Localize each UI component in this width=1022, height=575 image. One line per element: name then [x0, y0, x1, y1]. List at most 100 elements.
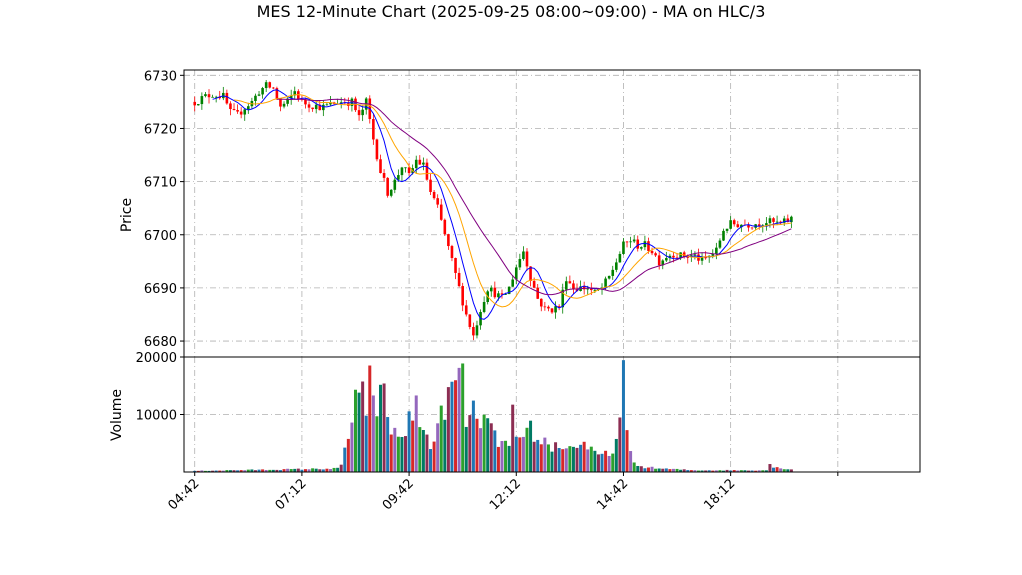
price-panel: 6680 6690 6700 6710 6720 6730 — [144, 69, 921, 358]
volume-bar — [629, 451, 633, 472]
volume-bar — [404, 436, 408, 472]
candle-body — [532, 280, 536, 288]
candle-body — [547, 306, 550, 309]
candle-body — [582, 286, 586, 290]
candle-body — [361, 109, 364, 116]
candle-body — [372, 119, 375, 140]
candle-body — [443, 219, 447, 235]
volume-bar — [200, 470, 204, 472]
candle-body — [418, 159, 422, 165]
candle-body — [282, 103, 286, 107]
candle-body — [643, 241, 647, 248]
volume-bar — [350, 422, 354, 472]
candle-body — [693, 254, 697, 256]
candle-body — [404, 167, 407, 169]
candle-body — [747, 224, 750, 228]
candle-body — [722, 230, 725, 241]
volume-bar — [725, 469, 729, 472]
candle-body — [657, 255, 661, 266]
candle-body — [536, 287, 540, 299]
volume-bar — [303, 469, 307, 472]
candle-body — [718, 240, 722, 248]
volume-bar — [532, 441, 536, 472]
volume-bar — [400, 436, 404, 472]
volume-bar — [518, 437, 522, 472]
x-tick-label: 12:12 — [487, 476, 524, 513]
volume-bar — [443, 419, 447, 472]
candle-body — [611, 269, 615, 276]
volume-bar — [711, 470, 715, 472]
volume-bar — [321, 469, 325, 472]
volume-bar — [457, 367, 461, 472]
volume-bar — [768, 464, 772, 472]
volume-bar — [454, 380, 458, 472]
candle-body — [629, 241, 632, 243]
volume-bar — [718, 470, 722, 472]
price-tick-label: 6680 — [144, 335, 177, 350]
candle-body — [382, 173, 386, 178]
candle-body — [357, 110, 361, 116]
volume-bar — [611, 453, 615, 472]
volume-bar — [250, 469, 254, 472]
price-tick-label: 6700 — [144, 229, 177, 244]
volume-bar — [571, 446, 575, 472]
volume-bar — [379, 384, 383, 472]
candle-body — [468, 314, 472, 327]
volume-tick-label: 20000 — [136, 351, 177, 366]
volume-bar — [479, 428, 483, 472]
volume-bar — [364, 415, 368, 472]
candle-body — [779, 221, 782, 223]
volume-bar — [539, 444, 543, 472]
volume-bar — [618, 417, 622, 472]
volume-bar — [772, 467, 776, 472]
volume-bar — [361, 381, 365, 472]
candle-body — [661, 260, 665, 266]
volume-bar — [357, 392, 361, 472]
candle-body — [304, 99, 307, 105]
price-tick-label: 6710 — [144, 176, 177, 191]
candle-body — [504, 294, 507, 295]
candle-body — [414, 159, 418, 169]
volume-bar — [646, 467, 650, 472]
volume-bar — [729, 470, 733, 472]
volume-bar — [704, 470, 708, 472]
volume-bar — [575, 447, 579, 472]
volume-bar — [782, 469, 786, 472]
volume-bar — [504, 440, 508, 472]
candle-body — [654, 253, 657, 256]
candle-body — [229, 103, 232, 110]
volume-bar — [482, 414, 486, 472]
volume-bar — [593, 450, 597, 472]
candle-body — [211, 96, 214, 98]
volume-bar — [757, 470, 761, 472]
candle-body — [400, 167, 404, 176]
candle-body — [543, 306, 547, 308]
volume-bar — [614, 438, 618, 472]
volume-bar — [325, 468, 329, 472]
volume-bar — [536, 439, 540, 472]
volume-bar — [196, 470, 200, 472]
volume-bar — [775, 467, 779, 472]
volume-bar — [346, 438, 350, 472]
volume-bar — [643, 468, 647, 472]
candle-body — [389, 189, 393, 196]
volume-bar — [271, 469, 275, 472]
volume-bar — [336, 467, 340, 472]
volume-bar — [546, 444, 550, 472]
candle-body — [500, 293, 504, 295]
candle-body — [497, 293, 500, 298]
volume-bar — [446, 387, 450, 472]
candle-body — [329, 102, 332, 105]
volume-bar — [632, 462, 636, 472]
candle-body — [507, 286, 511, 295]
volume-bar — [582, 441, 586, 472]
candle-body — [590, 288, 593, 291]
volume-bar — [596, 454, 600, 472]
candle-body — [457, 272, 461, 287]
candle-body — [472, 326, 475, 336]
volume-bar — [621, 360, 625, 472]
candle-body — [636, 239, 640, 249]
candle-body — [586, 288, 590, 290]
volume-bar — [286, 468, 290, 472]
